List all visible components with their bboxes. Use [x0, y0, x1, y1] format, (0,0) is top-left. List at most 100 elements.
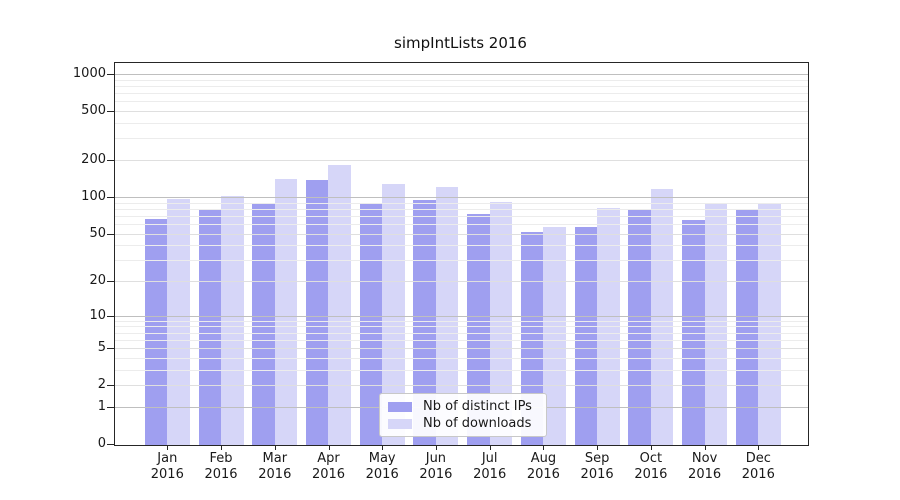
- year-label: 2016: [473, 467, 507, 482]
- x-tick-label-apr: Apr 2016: [297, 451, 361, 483]
- bar-downloads-may: [382, 183, 405, 445]
- bar-downloads-jul: [489, 202, 513, 445]
- bar-downloads-jan: [167, 199, 190, 445]
- y-tick-label-10: 10: [89, 307, 106, 323]
- gridline-y-70: [115, 215, 808, 217]
- gridline-y-40: [115, 245, 808, 247]
- y-tick-label-2: 2: [97, 377, 106, 393]
- gridline-y-6: [115, 339, 808, 341]
- gridline-y-90: [115, 202, 808, 204]
- month-label: Feb: [209, 451, 233, 466]
- bar-distinct-ips-jul: [467, 214, 490, 445]
- gridline-y-400: [115, 123, 808, 124]
- gridline-y-500: [115, 111, 808, 113]
- year-label: 2016: [311, 467, 346, 482]
- y-tick-100: [107, 196, 115, 198]
- bar-distinct-ips-oct: [628, 210, 651, 445]
- year-label: 2016: [688, 467, 722, 482]
- legend-swatch-downloads: [388, 418, 412, 429]
- y-tick-5: [107, 348, 115, 350]
- month-label: Mar: [262, 451, 288, 466]
- x-tick-label-dec: Dec 2016: [726, 451, 790, 483]
- gridline-y-9: [115, 320, 808, 322]
- year-label: 2016: [365, 467, 399, 482]
- y-tick-1: [107, 406, 115, 408]
- year-label: 2016: [634, 467, 668, 482]
- bar-distinct-ips-nov: [682, 219, 705, 445]
- legend-item-downloads: Nb of downloads: [388, 416, 538, 431]
- gridline-y-10: [115, 315, 808, 317]
- month-label: Apr: [317, 451, 340, 466]
- x-tick-feb: [221, 445, 222, 450]
- plot-area: 0 1 2 5 10 20 50 100 200 500 1000 Jan 2016 Feb 2016 Mar…: [73, 62, 809, 482]
- bar-distinct-ips-aug: [520, 232, 544, 445]
- x-tick-label-aug: Aug 2016: [511, 451, 575, 483]
- bar-downloads-apr: [328, 165, 351, 445]
- gridline-y-200: [115, 160, 808, 161]
- y-tick-0: [107, 444, 115, 445]
- year-label: 2016: [150, 467, 184, 482]
- gridline-y-600: [115, 101, 808, 103]
- gridline-y-800: [115, 86, 808, 87]
- bar-distinct-ips-may: [359, 203, 383, 445]
- legend-item-distinct-ips: Nb of distinct IPs: [388, 399, 538, 414]
- x-tick-sep: [597, 445, 599, 450]
- y-tick-label-100: 100: [81, 188, 106, 204]
- x-tick-label-oct: Oct 2016: [619, 451, 683, 483]
- bar-distinct-ips-jun: [413, 200, 436, 445]
- bar-distinct-ips-mar: [252, 204, 275, 445]
- x-tick-jul: [489, 445, 491, 450]
- gridline-y-8: [115, 326, 808, 328]
- legend-label-downloads: Nb of downloads: [423, 416, 532, 431]
- month-label: Aug: [530, 451, 557, 466]
- gridline-y-5: [115, 348, 808, 350]
- bar-downloads-feb: [221, 195, 244, 445]
- x-tick-nov: [704, 445, 706, 450]
- y-tick-10: [107, 315, 115, 317]
- y-tick-1000: [107, 74, 115, 75]
- bar-distinct-ips-apr: [305, 179, 329, 445]
- month-label: Nov: [691, 451, 718, 466]
- y-tick-label-50: 50: [89, 225, 106, 241]
- x-tick-label-may: May 2016: [350, 451, 414, 483]
- gridline-y-1000: [115, 74, 808, 75]
- x-tick-label-jun: Jun 2016: [404, 451, 468, 483]
- y-tick-500: [107, 111, 115, 113]
- x-tick-may: [382, 445, 384, 450]
- bar-downloads-nov: [704, 203, 728, 445]
- legend-swatch-distinct-ips: [388, 401, 412, 412]
- month-label: Jul: [481, 451, 498, 466]
- gridline-y-900: [115, 79, 808, 81]
- year-label: 2016: [258, 467, 292, 482]
- gridline-y-50: [115, 233, 808, 235]
- legend: Nb of distinct IPs Nb of downloads: [379, 393, 547, 437]
- x-tick-label-feb: Feb 2016: [189, 451, 253, 483]
- gridline-y-700: [115, 93, 808, 95]
- x-tick-apr: [328, 445, 330, 450]
- year-label: 2016: [204, 467, 238, 482]
- month-label: Sep: [584, 451, 610, 466]
- gridline-y-80: [115, 208, 808, 210]
- x-tick-jun: [435, 445, 437, 450]
- gridline-y-300: [115, 138, 808, 140]
- x-tick-label-nov: Nov 2016: [673, 451, 737, 483]
- gridline-y-4: [115, 357, 808, 359]
- gridline-y-60: [115, 223, 808, 225]
- y-tick-20: [107, 281, 115, 282]
- x-tick-dec: [758, 445, 760, 450]
- year-label: 2016: [741, 467, 775, 482]
- bar-downloads-dec: [758, 203, 781, 445]
- gridline-y-20: [115, 281, 808, 282]
- year-label: 2016: [526, 467, 560, 482]
- bar-downloads-oct: [650, 189, 674, 445]
- y-tick-2: [107, 385, 115, 387]
- bar-distinct-ips-jan: [144, 218, 168, 445]
- month-label: May: [368, 451, 396, 466]
- month-label: Oct: [639, 451, 663, 466]
- gridline-y-2: [115, 385, 808, 387]
- y-tick-label-20: 20: [89, 273, 106, 288]
- month-label: Jan: [157, 451, 178, 466]
- x-tick-mar: [274, 445, 276, 450]
- x-tick-label-sep: Sep 2016: [565, 451, 629, 483]
